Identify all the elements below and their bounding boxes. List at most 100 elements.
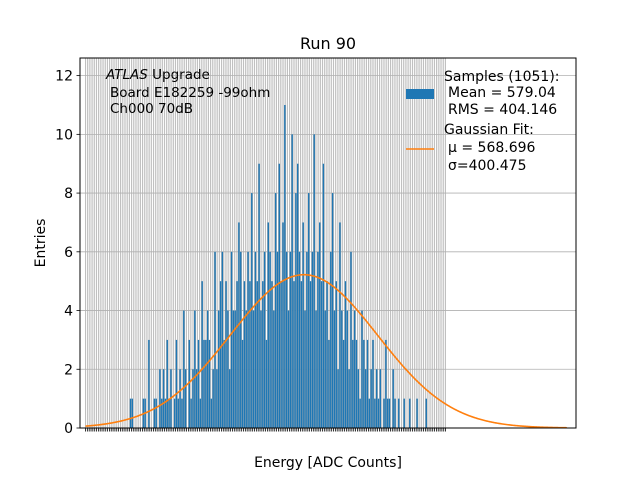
histogram-bar bbox=[177, 398, 179, 428]
histogram-bar bbox=[221, 251, 224, 428]
histogram-bar bbox=[289, 251, 292, 428]
y-axis-label: Entries bbox=[33, 219, 49, 268]
histogram-bar bbox=[298, 251, 301, 428]
histogram-bar bbox=[179, 369, 181, 428]
y-tick-label: 4 bbox=[64, 304, 73, 320]
histogram-bars bbox=[129, 104, 427, 428]
histogram-bar bbox=[364, 369, 367, 428]
histogram-bar bbox=[293, 281, 295, 428]
x-axis-label: Energy [ADC Counts] bbox=[254, 455, 402, 471]
histogram-bar bbox=[339, 222, 341, 428]
histogram-bar bbox=[173, 398, 176, 428]
histogram-bar bbox=[269, 251, 271, 428]
histogram-bar bbox=[247, 251, 249, 428]
histogram-bar bbox=[348, 369, 350, 428]
histogram-bar bbox=[205, 339, 207, 428]
x-ticks bbox=[85, 428, 446, 432]
legend-hist-line-3: RMS = 404.146 bbox=[448, 102, 557, 118]
histogram-bar bbox=[383, 398, 385, 428]
histogram-bar bbox=[148, 339, 150, 428]
histogram-bar bbox=[320, 281, 323, 428]
histogram-bar bbox=[398, 398, 400, 428]
histogram-bar bbox=[153, 398, 156, 428]
histogram-bar bbox=[295, 193, 297, 428]
histogram-bar bbox=[285, 251, 288, 428]
y-ticks: 0 2 4 6 8 10 12 bbox=[55, 69, 80, 437]
histogram-bar bbox=[214, 251, 216, 428]
histogram-bar bbox=[333, 310, 336, 428]
histogram-bar bbox=[278, 163, 281, 428]
histogram-bar bbox=[379, 369, 382, 428]
legend-fit-line-2: μ = 568.696 bbox=[448, 140, 536, 156]
annotation-line-2: Board E182259 -99ohm bbox=[110, 85, 270, 101]
histogram-bar bbox=[330, 251, 332, 428]
histogram-bar bbox=[230, 251, 233, 428]
histogram-bar bbox=[392, 369, 394, 428]
histogram-bar bbox=[309, 281, 312, 428]
histogram-bar bbox=[232, 310, 235, 428]
annotation-line-1: ATLAS Upgrade bbox=[105, 67, 210, 83]
histogram-bar bbox=[385, 339, 387, 428]
histogram-bar bbox=[175, 339, 178, 428]
histogram-bar bbox=[313, 134, 315, 428]
histogram-bar bbox=[229, 369, 231, 428]
legend-hist-line-2: Mean = 579.04 bbox=[448, 85, 556, 101]
histogram-bar bbox=[183, 310, 185, 428]
histogram-bar bbox=[346, 310, 348, 428]
histogram-bar bbox=[258, 163, 260, 428]
histogram-bar bbox=[260, 310, 262, 428]
y-tick-label: 0 bbox=[64, 421, 73, 437]
histogram-bar bbox=[271, 281, 273, 428]
histogram-bar bbox=[251, 193, 253, 428]
y-tick-label: 8 bbox=[64, 186, 73, 202]
gaussian-fit-curve bbox=[85, 273, 567, 429]
histogram-bar bbox=[129, 398, 132, 428]
histogram-bar bbox=[195, 369, 198, 428]
histogram-bar bbox=[210, 398, 213, 428]
histogram-bar bbox=[188, 339, 191, 428]
histogram-bar bbox=[302, 222, 304, 428]
histogram-bar bbox=[223, 339, 225, 428]
annotation-box: ATLAS Upgrade Board E182259 -99ohm Ch000… bbox=[105, 67, 270, 117]
histogram-bar bbox=[265, 339, 268, 428]
histogram-bar bbox=[164, 398, 167, 428]
histogram-bar bbox=[212, 369, 214, 428]
histogram-bar bbox=[335, 281, 337, 428]
histogram-bar bbox=[300, 281, 303, 428]
histogram-bar bbox=[199, 398, 202, 428]
annotation-atlas: ATLAS bbox=[105, 67, 148, 83]
histogram-bar bbox=[342, 339, 345, 428]
histogram-bar bbox=[161, 398, 163, 428]
histogram-bar bbox=[363, 339, 365, 428]
y-tick-label: 12 bbox=[55, 69, 73, 85]
annotation-line-3: Ch000 70dB bbox=[110, 101, 193, 117]
histogram-bar bbox=[184, 369, 187, 428]
histogram-bar bbox=[194, 310, 196, 428]
histogram-bar bbox=[282, 222, 284, 428]
histogram-bar bbox=[319, 222, 321, 428]
histogram-bar bbox=[274, 193, 277, 428]
histogram-bar bbox=[308, 193, 310, 428]
histogram-bar bbox=[206, 310, 209, 428]
histogram-bar bbox=[203, 339, 205, 428]
histogram-bar bbox=[350, 251, 352, 428]
histogram-bar bbox=[159, 369, 161, 428]
y-tick-label: 2 bbox=[64, 362, 73, 378]
histogram-bar bbox=[219, 281, 222, 428]
histogram-bar bbox=[273, 310, 275, 428]
histogram-bar bbox=[243, 281, 246, 428]
legend-hist-swatch bbox=[406, 89, 434, 99]
histogram-bar bbox=[357, 369, 360, 428]
histogram-bar bbox=[225, 281, 227, 428]
histogram-bar bbox=[263, 251, 266, 428]
histogram-bar bbox=[131, 398, 134, 428]
histogram-bar bbox=[377, 398, 380, 428]
histogram-bar bbox=[366, 339, 369, 428]
grid bbox=[80, 58, 576, 429]
histogram-bar bbox=[155, 398, 157, 428]
histogram-bar bbox=[216, 369, 218, 428]
histogram-bar bbox=[241, 339, 244, 428]
histogram-bar bbox=[217, 310, 220, 428]
histogram-bar bbox=[375, 369, 378, 428]
